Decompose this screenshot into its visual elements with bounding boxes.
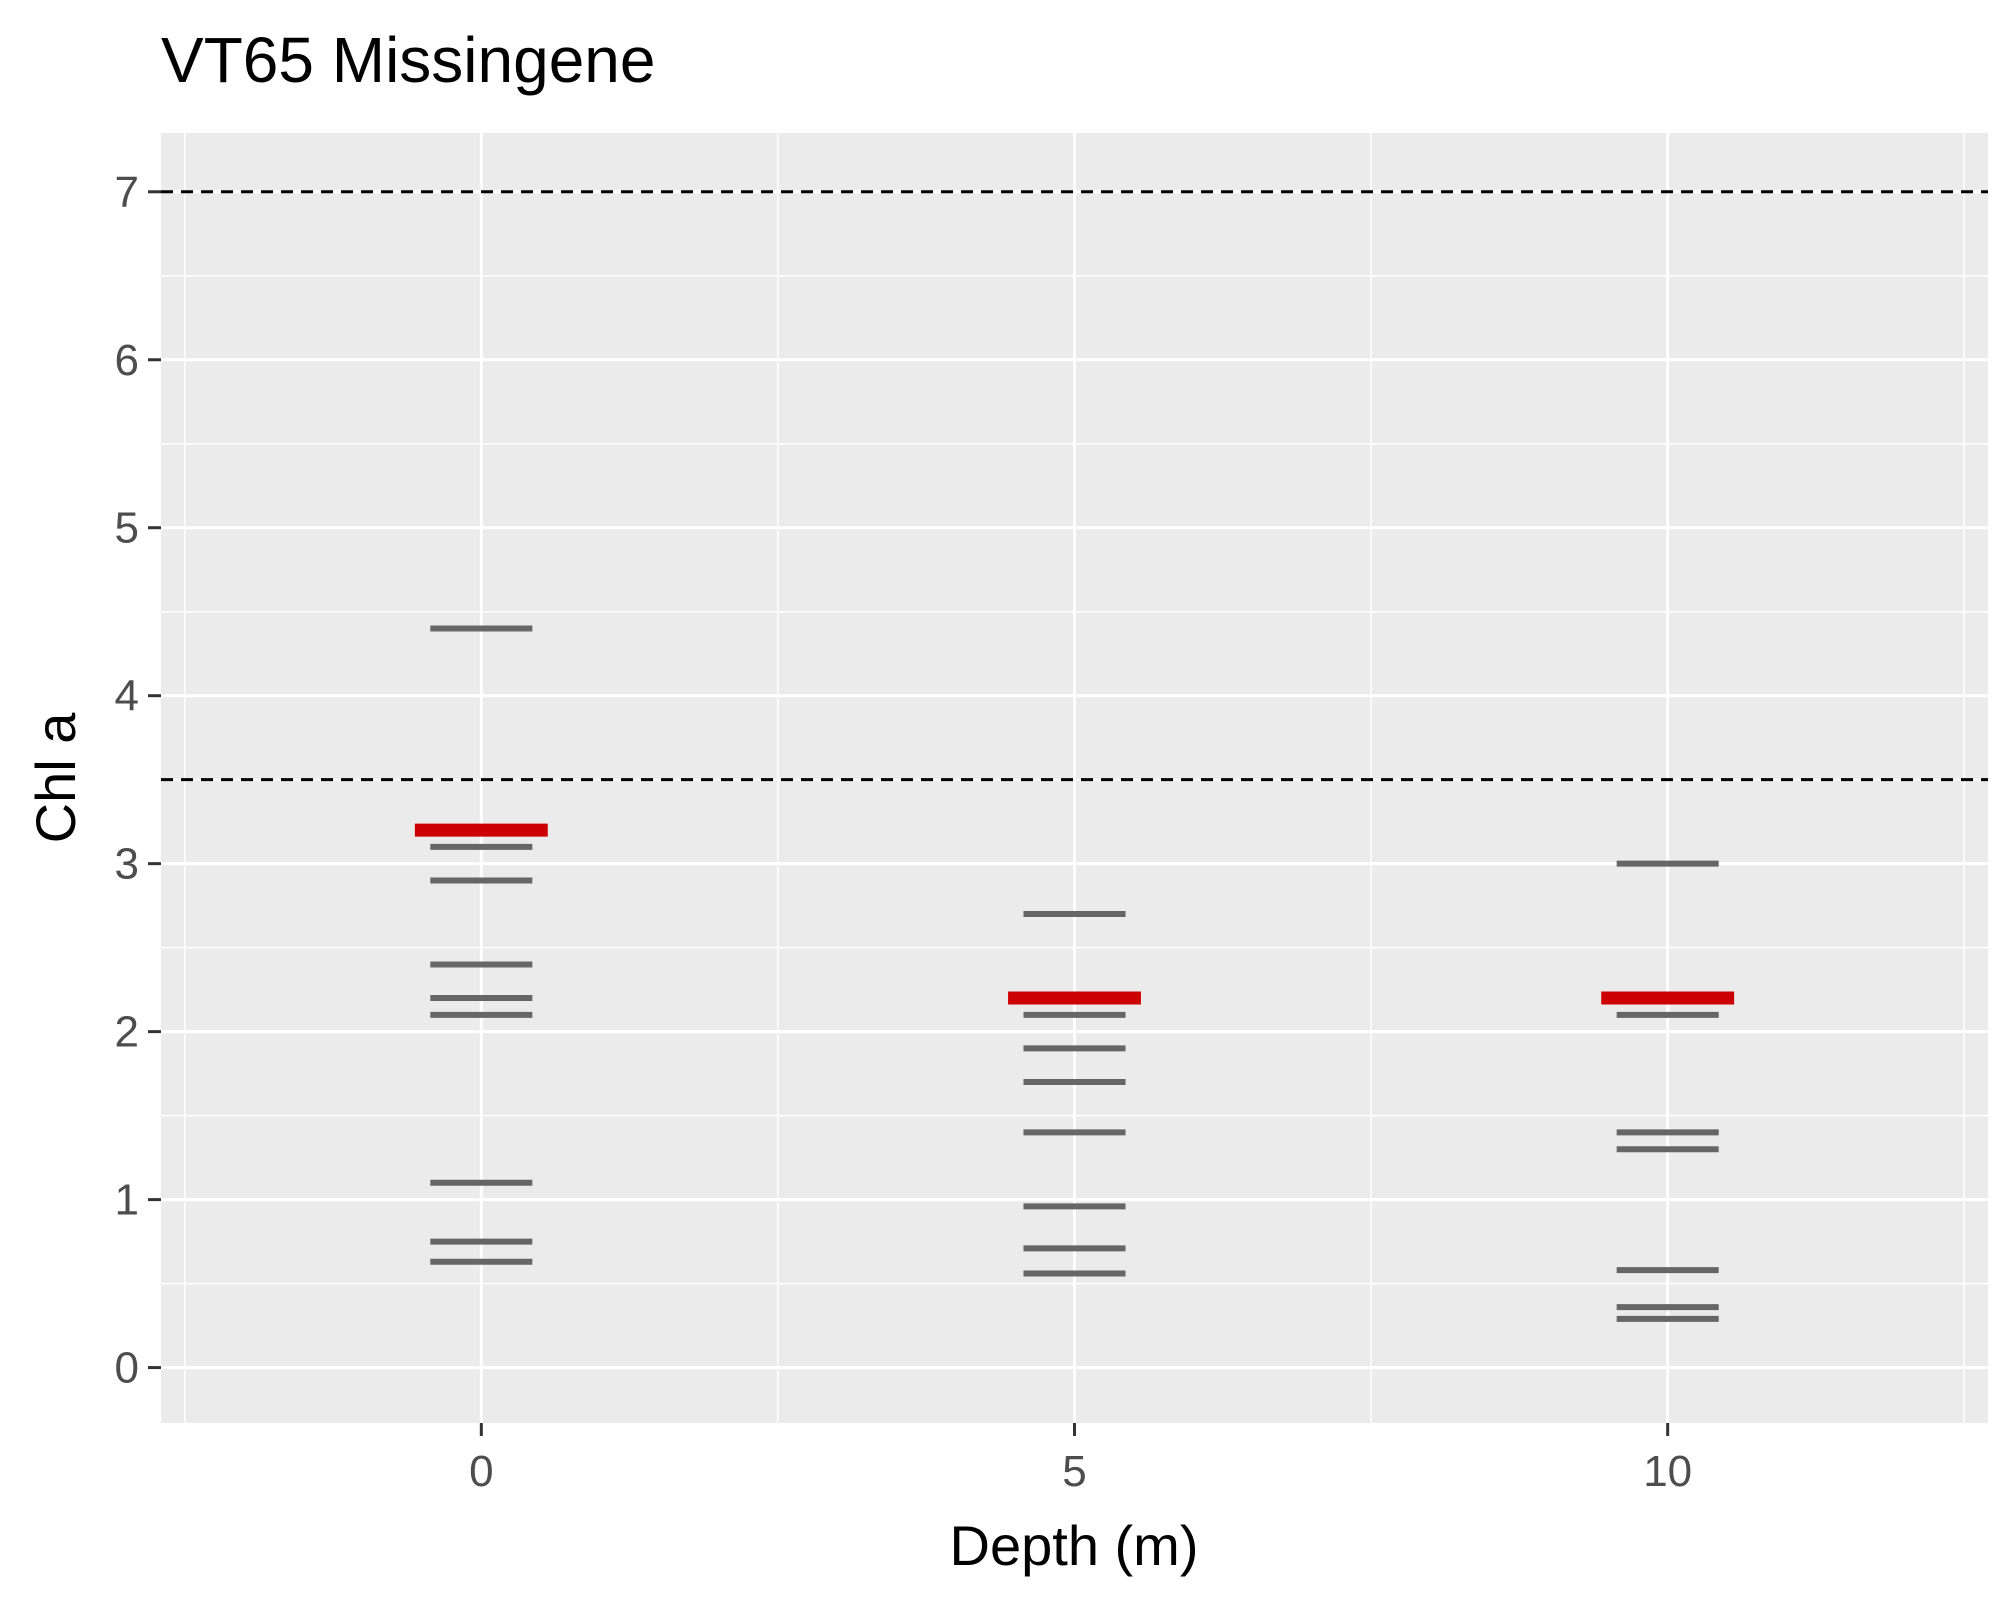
y-tick-label: 6 — [115, 336, 139, 385]
y-tick-label: 1 — [115, 1176, 139, 1225]
chart-title: VT65 Missingene — [161, 24, 655, 96]
y-tick-label: 4 — [115, 672, 139, 721]
observation-marks — [430, 625, 1719, 1322]
x-tick-label: 5 — [1062, 1447, 1086, 1496]
x-axis-title: Depth (m) — [950, 1514, 1199, 1577]
x-tick-label: 10 — [1643, 1447, 1692, 1496]
y-tick-label: 0 — [115, 1344, 139, 1393]
y-tick-label: 3 — [115, 840, 139, 889]
y-tick-label: 5 — [115, 504, 139, 553]
x-tick-label: 0 — [469, 1447, 493, 1496]
y-axis-title: Chl a — [24, 712, 87, 844]
y-tick-label: 7 — [115, 168, 139, 217]
summary-marks — [414, 823, 1735, 1005]
reference-lines — [161, 190, 1988, 782]
axes: 0 1 2 3 4 5 6 7 0 5 10 — [115, 168, 1693, 1496]
y-tick-label: 2 — [115, 1008, 139, 1057]
